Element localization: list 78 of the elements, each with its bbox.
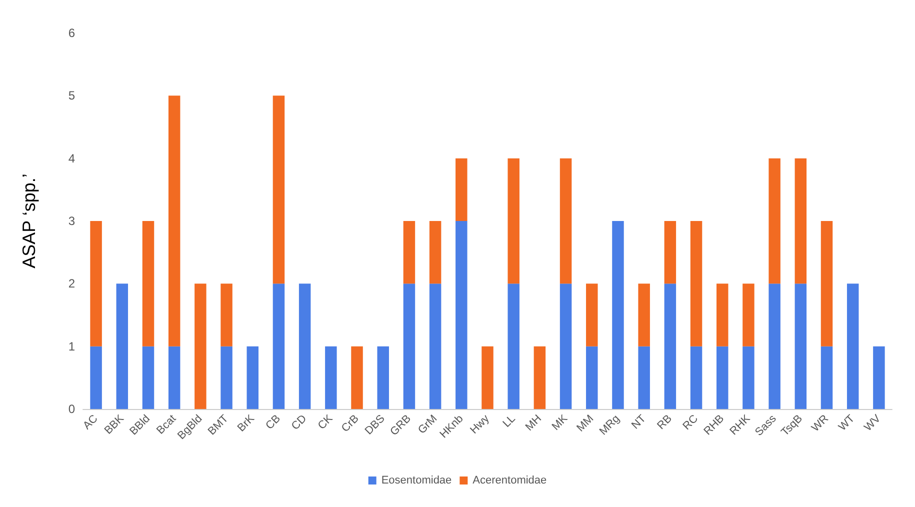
bar xyxy=(560,158,572,284)
y-axis-title: ASAP ‘spp.’ xyxy=(19,174,39,268)
bar xyxy=(873,346,885,409)
bar xyxy=(716,346,728,409)
bar xyxy=(742,284,754,346)
x-tick-label: MM xyxy=(574,412,596,434)
bar xyxy=(560,284,572,409)
bar xyxy=(508,284,520,409)
bar xyxy=(690,221,702,346)
bar xyxy=(456,158,468,221)
bar xyxy=(664,221,676,284)
x-tick-label: WV xyxy=(862,412,884,434)
x-tick-label: WT xyxy=(836,412,858,434)
y-tick-label: 4 xyxy=(68,151,76,166)
bar xyxy=(716,284,728,346)
bar xyxy=(846,284,859,409)
bar xyxy=(325,346,337,409)
bar xyxy=(638,284,650,346)
legend-label: Eosentomidae xyxy=(381,474,452,486)
bar xyxy=(820,221,833,346)
bar xyxy=(482,346,494,409)
bar xyxy=(90,346,102,409)
y-tick-label: 5 xyxy=(68,88,76,103)
bar xyxy=(246,346,258,409)
x-tick-label: CD xyxy=(289,412,310,432)
bar xyxy=(794,158,807,284)
bar xyxy=(612,221,624,409)
bar xyxy=(377,346,389,409)
bar xyxy=(768,158,780,284)
bar xyxy=(820,346,833,409)
bar xyxy=(90,221,102,346)
bar xyxy=(429,284,442,409)
x-tick-label: CrB xyxy=(339,412,362,435)
bar xyxy=(220,346,232,409)
x-tick-label: MH xyxy=(523,412,544,434)
bar xyxy=(351,346,363,409)
y-tick-label: 0 xyxy=(68,402,76,416)
bar xyxy=(456,221,468,409)
bar xyxy=(794,284,807,409)
x-tick-label: MK xyxy=(550,412,571,433)
x-tick-label: AC xyxy=(81,412,100,432)
bar xyxy=(690,346,702,409)
bar xyxy=(403,221,416,284)
bar xyxy=(220,284,232,346)
bar xyxy=(142,221,154,346)
bar xyxy=(272,284,285,409)
bar xyxy=(638,346,650,409)
x-tick-label: RC xyxy=(680,412,701,432)
bar xyxy=(298,284,311,409)
legend-label: Acerentomidae xyxy=(472,474,547,486)
y-tick-label: 2 xyxy=(68,276,76,291)
x-tick-label: RB xyxy=(655,412,674,432)
y-tick-label: 6 xyxy=(68,26,76,40)
bar xyxy=(142,346,154,409)
bar xyxy=(403,284,416,409)
bar xyxy=(664,284,676,409)
bar xyxy=(768,284,780,409)
y-tick-label: 1 xyxy=(68,339,76,354)
bar xyxy=(168,346,180,409)
bar xyxy=(116,284,128,409)
bar xyxy=(534,346,546,409)
x-tick-label: NT xyxy=(629,412,649,432)
bar xyxy=(168,96,180,346)
x-tick-label: BrK xyxy=(235,412,258,434)
bar xyxy=(586,346,598,409)
bar xyxy=(429,221,442,284)
x-tick-label: LL xyxy=(500,412,518,430)
bar xyxy=(586,284,598,346)
x-tick-label: CK xyxy=(316,412,336,432)
bar xyxy=(272,96,285,284)
x-tick-label: CB xyxy=(264,412,283,432)
y-tick-label: 3 xyxy=(68,214,76,228)
bar xyxy=(508,158,520,284)
x-tick-label: GrM xyxy=(416,412,440,436)
x-tick-label: Hwy xyxy=(468,412,492,436)
x-tick-label: WR xyxy=(810,412,832,434)
bar xyxy=(742,346,754,409)
bar xyxy=(194,284,206,409)
